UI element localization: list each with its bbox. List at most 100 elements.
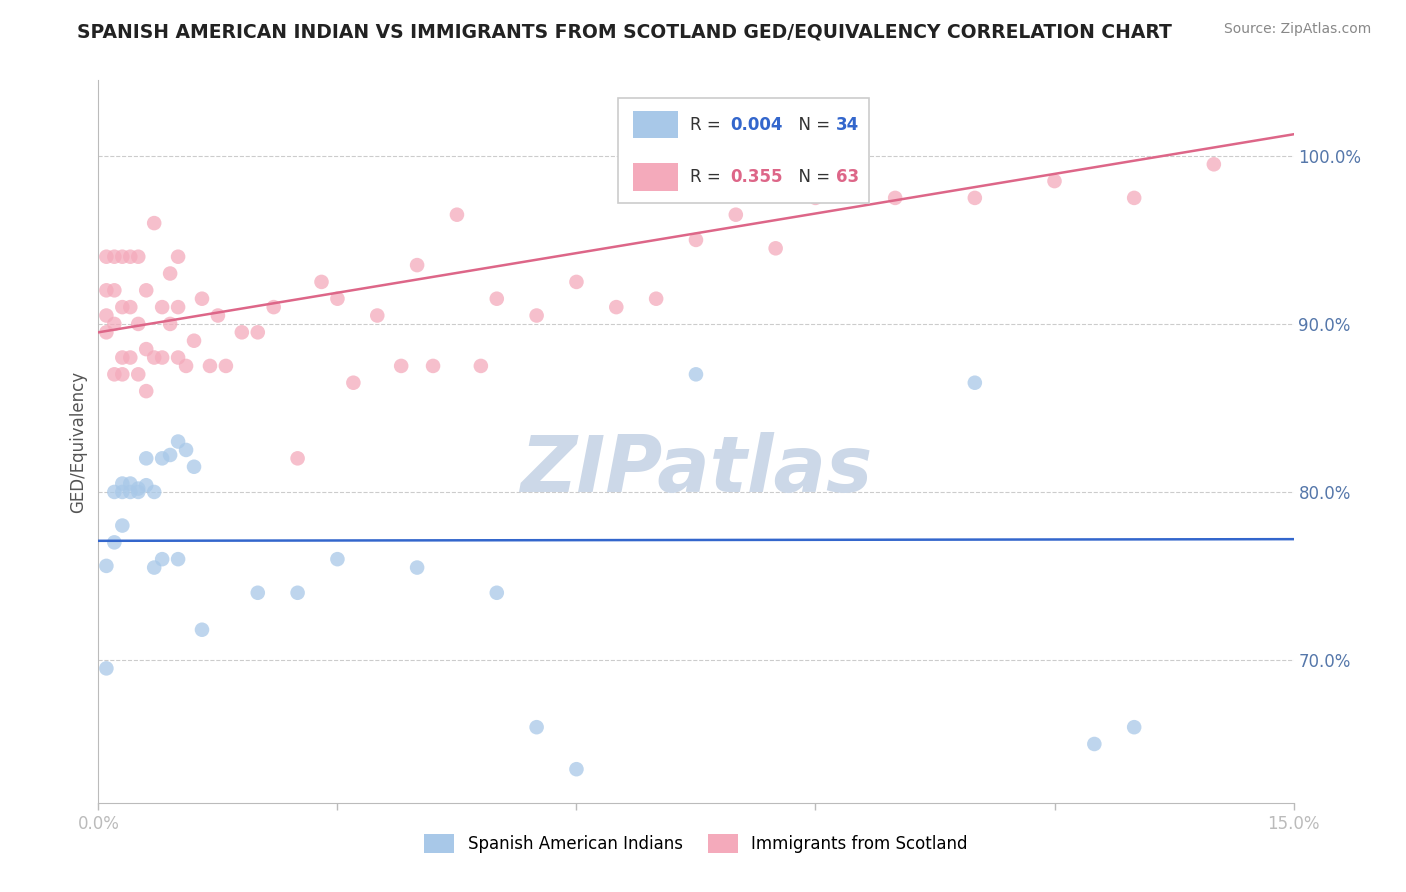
Point (685, 233, 707, 247)
Point (143, 216, 166, 230)
Point (174, 359, 197, 373)
Point (103, 535, 125, 549)
Point (765, 241, 787, 255)
Point (127, 482, 149, 496)
Point (183, 459, 205, 474)
Point (605, 300, 627, 314)
Point (150, 451, 173, 466)
Point (120, 485, 142, 500)
Point (143, 485, 166, 500)
Point (565, 762, 588, 776)
Point (485, 292, 508, 306)
Text: R =: R = (690, 168, 725, 186)
Point (565, 275, 588, 289)
Point (96, 309, 118, 323)
Point (326, 292, 349, 306)
Point (470, 359, 492, 373)
Text: Source: ZipAtlas.com: Source: ZipAtlas.com (1223, 22, 1371, 37)
Point (1123, 191, 1146, 205)
Point (135, 451, 157, 466)
Point (103, 317, 125, 331)
FancyBboxPatch shape (619, 98, 869, 203)
Point (120, 476, 142, 491)
Point (127, 317, 149, 331)
Point (526, 720, 548, 734)
Point (150, 552, 173, 566)
Point (167, 250, 190, 264)
Point (191, 623, 214, 637)
Point (96, 326, 118, 340)
Point (120, 250, 142, 264)
Point (120, 351, 142, 365)
Point (1043, 174, 1066, 188)
Point (150, 351, 173, 365)
Point (1123, 720, 1146, 734)
Point (167, 300, 190, 314)
Point (103, 283, 125, 297)
Point (111, 485, 134, 500)
Point (389, 359, 412, 373)
Point (526, 309, 548, 323)
Point (645, 292, 668, 306)
Point (246, 586, 269, 600)
Text: 63: 63 (835, 168, 859, 186)
Point (1202, 157, 1225, 171)
Point (231, 326, 253, 340)
Point (326, 552, 349, 566)
Point (135, 283, 157, 297)
Point (215, 359, 238, 373)
Point (111, 368, 134, 382)
Point (366, 309, 388, 323)
Text: N =: N = (787, 168, 835, 186)
Point (103, 485, 125, 500)
Y-axis label: GED/Equivalency: GED/Equivalency (69, 370, 87, 513)
Text: 0.004: 0.004 (731, 116, 783, 134)
Point (127, 368, 149, 382)
Point (103, 250, 125, 264)
Point (287, 586, 309, 600)
Point (263, 300, 285, 314)
Bar (633, 163, 678, 191)
Point (159, 267, 181, 281)
Point (127, 250, 149, 264)
Point (884, 191, 907, 205)
Point (159, 448, 181, 462)
Point (724, 208, 747, 222)
Text: N =: N = (787, 116, 835, 134)
Point (111, 518, 134, 533)
Point (485, 586, 508, 600)
Point (111, 351, 134, 365)
Point (96, 558, 118, 573)
Point (111, 300, 134, 314)
Point (96, 250, 118, 264)
Point (167, 351, 190, 365)
Text: 34: 34 (835, 116, 859, 134)
Bar (633, 111, 678, 138)
Point (311, 275, 333, 289)
Point (246, 326, 269, 340)
Point (167, 552, 190, 566)
Point (1083, 737, 1105, 751)
Point (963, 376, 986, 390)
Point (198, 359, 221, 373)
Point (111, 476, 134, 491)
Point (135, 384, 157, 398)
Text: ZIPatlas: ZIPatlas (520, 433, 872, 508)
Point (183, 334, 205, 348)
Point (174, 442, 197, 457)
Point (422, 359, 444, 373)
Point (96, 661, 118, 675)
Point (406, 258, 429, 272)
Text: R =: R = (690, 116, 725, 134)
Point (135, 478, 157, 492)
Text: 0.355: 0.355 (731, 168, 783, 186)
Point (167, 434, 190, 449)
Point (143, 560, 166, 574)
Point (287, 451, 309, 466)
Point (127, 485, 149, 500)
Point (159, 317, 181, 331)
Point (804, 191, 827, 205)
Point (135, 342, 157, 356)
Point (963, 191, 986, 205)
Point (446, 208, 468, 222)
